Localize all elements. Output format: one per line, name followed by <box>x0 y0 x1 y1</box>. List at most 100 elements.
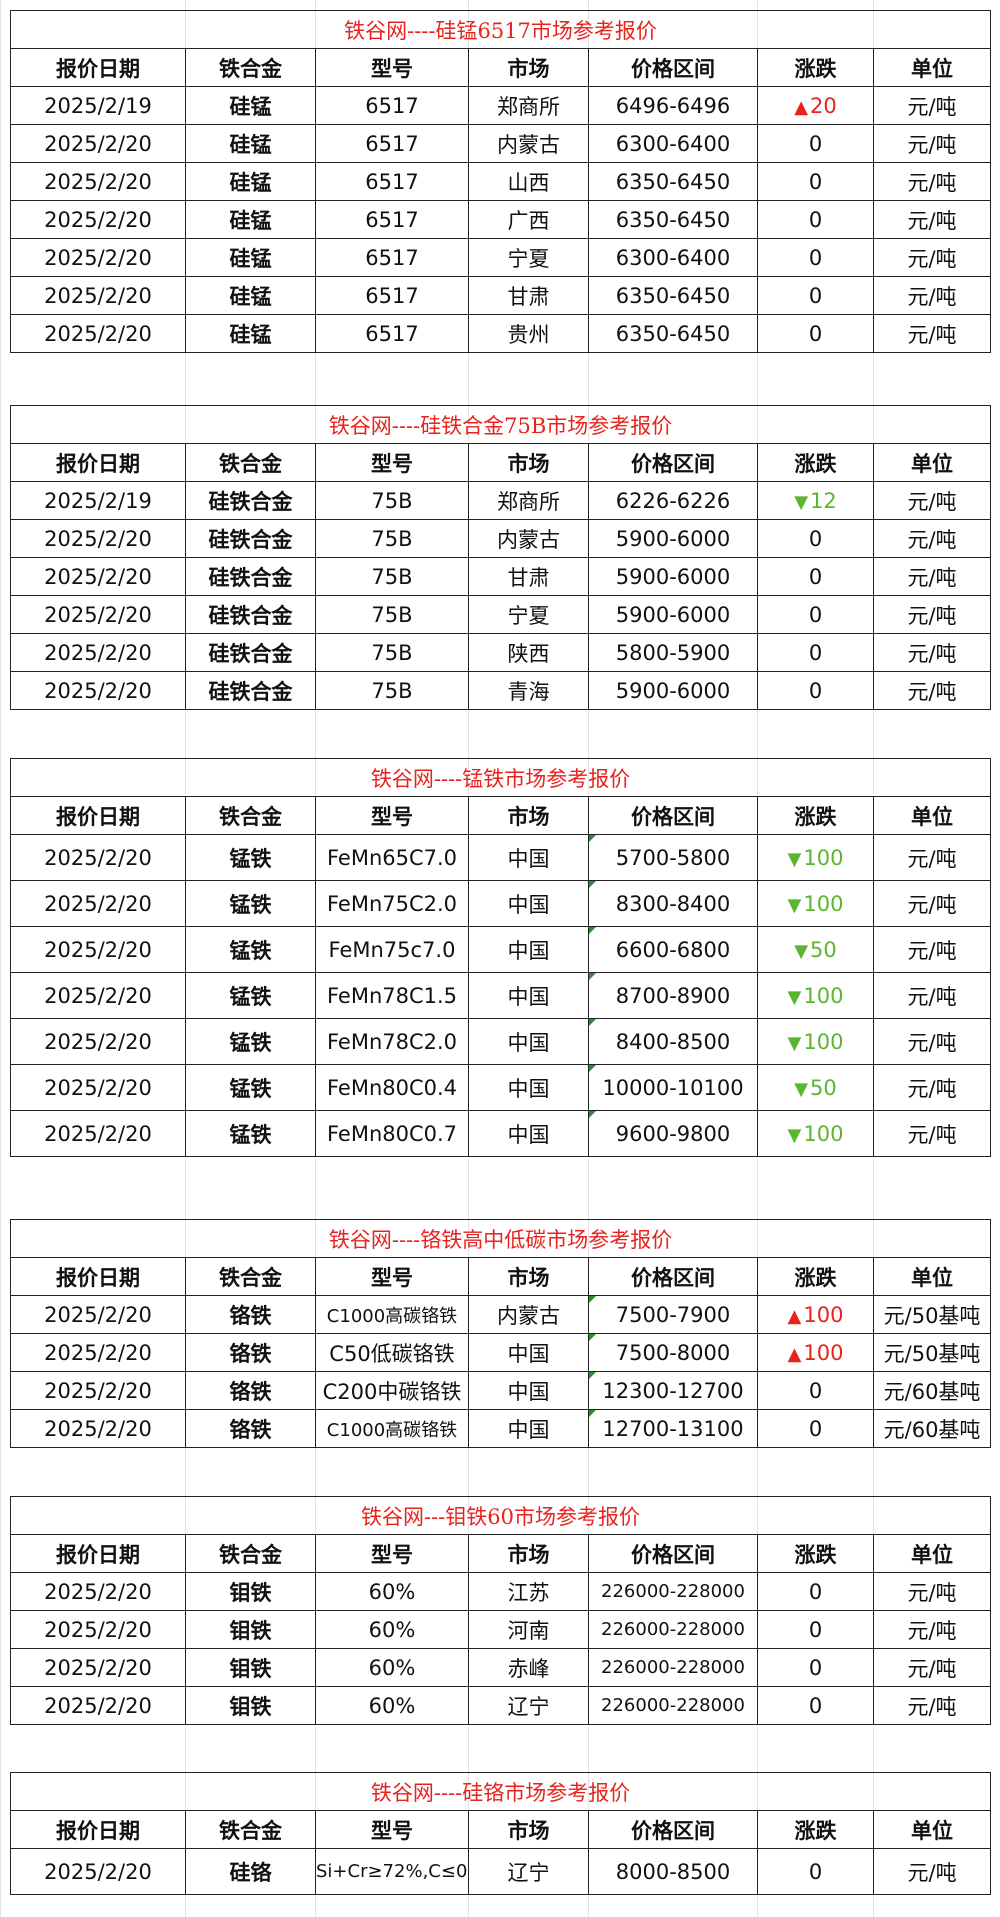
alloy-cell: 硅锰 <box>185 238 316 277</box>
table-row: 2025/2/20 硅锰 6517 宁夏 6300-6400 0 元/吨 <box>10 238 992 277</box>
table-row: 2025/2/20 锰铁 FeMn75c7.0 中国 6600-6800 ▼50 元/吨 <box>10 926 992 973</box>
change-value: 100 <box>803 1029 844 1054</box>
table-row: 2025/2/20 钼铁 60% 赤峰 226000-228000 0 元/吨 <box>10 1648 992 1687</box>
change-value: 50 <box>810 937 837 962</box>
price-range-cell: 9600-9800 <box>588 1110 758 1157</box>
change-value: 0 <box>808 526 823 551</box>
market-cell: 辽宁 <box>468 1686 589 1725</box>
triangle-up-icon: ▲ <box>787 1343 802 1365</box>
column-header: 铁合金 <box>185 443 316 482</box>
table-title: 铁谷网---钼铁60市场参考报价 <box>9 1496 992 1535</box>
market-cell: 江苏 <box>468 1572 589 1611</box>
change-value: 0 <box>808 564 823 589</box>
price-range-cell: 8000-8500 <box>588 1848 758 1895</box>
table-row: 2025/2/20 锰铁 FeMn75C2.0 中国 8300-8400 ▼100 元/吨 <box>10 880 992 927</box>
column-header: 价格区间 <box>588 796 758 835</box>
model-cell: 60% <box>315 1572 469 1611</box>
alloy-cell: 锰铁 <box>185 834 316 881</box>
column-header: 涨跌 <box>757 1810 874 1849</box>
column-header: 铁合金 <box>185 1810 316 1849</box>
triangle-down-icon: ▼ <box>794 1078 809 1100</box>
change-cell: 0 <box>757 671 874 710</box>
unit-cell: 元/吨 <box>872 238 992 277</box>
model-cell: FeMn80C0.4 <box>315 1064 469 1111</box>
price-range-cell: 8400-8500 <box>588 1018 758 1065</box>
table-row: 2025/2/20 硅锰 6517 广西 6350-6450 0 元/吨 <box>10 200 992 239</box>
alloy-cell: 硅铁合金 <box>185 481 316 520</box>
market-cell: 中国 <box>468 1018 589 1065</box>
price-table-section: 铁谷网----硅铬市场参考报价 报价日期 铁合金 型号 市场 价格区间 涨跌 单位 2025/2… <box>9 1772 992 1895</box>
price-table-section: 铁谷网----硅铁合金75B市场参考报价 报价日期 铁合金 型号 市场 价格区间 涨跌 单位 2… <box>9 405 992 710</box>
change-cell: ▲100 <box>757 1333 874 1372</box>
column-header: 价格区间 <box>588 443 758 482</box>
alloy-cell: 铬铁 <box>185 1333 316 1372</box>
change-cell: 0 <box>757 1371 874 1410</box>
alloy-cell: 锰铁 <box>185 1018 316 1065</box>
model-cell: 6517 <box>315 238 469 277</box>
change-cell: 0 <box>757 1648 874 1687</box>
price-range-cell: 5900-6000 <box>588 671 758 710</box>
change-value: 0 <box>808 678 823 703</box>
unit-cell: 元/吨 <box>872 595 992 634</box>
change-cell: ▲20 <box>757 86 874 125</box>
alloy-cell: 锰铁 <box>185 972 316 1019</box>
unit-cell: 元/吨 <box>872 671 992 710</box>
price-table-section: 铁谷网----铬铁高中低碳市场参考报价 报价日期 铁合金 型号 市场 价格区间 涨跌 单位 20… <box>9 1219 992 1448</box>
change-cell: 0 <box>757 595 874 634</box>
model-cell: 6517 <box>315 314 469 353</box>
column-header: 铁合金 <box>185 48 316 87</box>
price-range-cell: 12700-13100 <box>588 1409 758 1448</box>
alloy-cell: 钼铁 <box>185 1610 316 1649</box>
price-range-cell: 5700-5800 <box>588 834 758 881</box>
alloy-cell: 铬铁 <box>185 1409 316 1448</box>
unit-cell: 元/吨 <box>872 162 992 201</box>
alloy-cell: 锰铁 <box>185 880 316 927</box>
table-row: 2025/2/20 硅铁合金 75B 甘肃 5900-6000 0 元/吨 <box>10 557 992 596</box>
unit-cell: 元/50基吨 <box>872 1333 992 1372</box>
model-cell: 60% <box>315 1648 469 1687</box>
change-value: 100 <box>803 845 844 870</box>
alloy-cell: 铬铁 <box>185 1371 316 1410</box>
unit-cell: 元/吨 <box>872 1064 992 1111</box>
market-cell: 内蒙古 <box>468 1295 589 1334</box>
unit-cell: 元/吨 <box>872 1110 992 1157</box>
table-row: 2025/2/20 硅锰 6517 内蒙古 6300-6400 0 元/吨 <box>10 124 992 163</box>
change-cell: 0 <box>757 162 874 201</box>
change-cell: 0 <box>757 200 874 239</box>
change-value: 0 <box>808 1859 823 1884</box>
triangle-down-icon: ▼ <box>787 986 802 1008</box>
column-header: 铁合金 <box>185 796 316 835</box>
date-cell: 2025/2/20 <box>10 238 186 277</box>
date-cell: 2025/2/20 <box>10 1686 186 1725</box>
change-cell: ▼50 <box>757 1064 874 1111</box>
unit-cell: 元/吨 <box>872 1686 992 1725</box>
date-cell: 2025/2/20 <box>10 557 186 596</box>
model-cell: 60% <box>315 1686 469 1725</box>
price-table-section: 铁谷网----硅锰6517市场参考报价 报价日期 铁合金 型号 市场 价格区间 涨跌 单位 20… <box>9 10 992 353</box>
date-cell: 2025/2/20 <box>10 124 186 163</box>
column-header: 市场 <box>468 1810 589 1849</box>
date-cell: 2025/2/20 <box>10 834 186 881</box>
column-header: 市场 <box>468 48 589 87</box>
price-range-cell: 6350-6450 <box>588 200 758 239</box>
price-range-cell: 5800-5900 <box>588 633 758 672</box>
column-header: 型号 <box>315 1534 469 1573</box>
price-range-cell: 6350-6450 <box>588 314 758 353</box>
alloy-cell: 硅铬 <box>185 1848 316 1895</box>
column-header: 市场 <box>468 1534 589 1573</box>
price-range-cell: 6600-6800 <box>588 926 758 973</box>
date-cell: 2025/2/20 <box>10 276 186 315</box>
change-cell: ▼12 <box>757 481 874 520</box>
change-value: 100 <box>803 983 844 1008</box>
alloy-cell: 硅锰 <box>185 276 316 315</box>
table-row: 2025/2/19 硅锰 6517 郑商所 6496-6496 ▲20 元/吨 <box>10 86 992 125</box>
alloy-cell: 钼铁 <box>185 1572 316 1611</box>
column-header: 涨跌 <box>757 48 874 87</box>
market-cell: 中国 <box>468 1333 589 1372</box>
market-cell: 内蒙古 <box>468 519 589 558</box>
table-row: 2025/2/20 锰铁 FeMn78C1.5 中国 8700-8900 ▼100 元/吨 <box>10 972 992 1019</box>
model-cell: 75B <box>315 519 469 558</box>
change-cell: ▼100 <box>757 1110 874 1157</box>
triangle-up-icon: ▲ <box>794 96 809 118</box>
triangle-down-icon: ▼ <box>787 848 802 870</box>
